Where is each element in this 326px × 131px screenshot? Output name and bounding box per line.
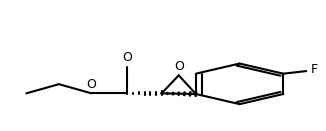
Text: O: O — [87, 78, 96, 91]
Text: F: F — [311, 63, 318, 76]
Text: O: O — [174, 60, 184, 73]
Text: O: O — [123, 51, 132, 64]
